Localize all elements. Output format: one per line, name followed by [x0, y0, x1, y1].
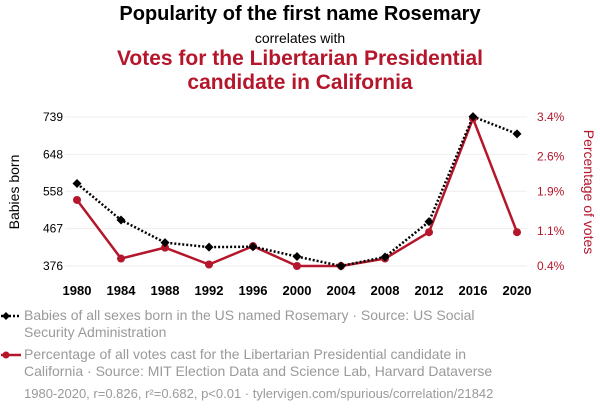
data-point-babies [380, 252, 390, 262]
data-point-babies [248, 242, 258, 252]
x-tick-label: 2012 [415, 283, 444, 298]
data-point-babies [72, 178, 82, 188]
legend-marker-babies [1, 312, 21, 320]
x-tick-label: 2004 [327, 283, 357, 298]
y-tick-label-right: 1.9% [537, 185, 565, 199]
y-tick-label-right: 2.6% [537, 150, 565, 164]
data-point-babies [512, 129, 522, 139]
data-point-babies [204, 242, 214, 252]
chart-title-secondary-line1: Votes for the Libertarian Presidential [116, 47, 484, 70]
data-point-babies [336, 261, 346, 271]
y-tick-label-left: 558 [43, 184, 63, 198]
legend-text-babies: Babies of all sexes born in the US named… [24, 307, 514, 341]
x-tick-label: 1996 [239, 283, 268, 298]
chart-title-secondary-line2: candidate in California [187, 71, 413, 94]
legend-text-babies-line2: Security Administration [24, 324, 167, 340]
data-point-votes [293, 262, 301, 270]
legend-text-votes-line1: Percentage of all votes cast for the Lib… [24, 346, 467, 362]
data-point-votes [73, 195, 81, 204]
legend-text-babies-line1: Babies of all sexes born in the US named… [24, 307, 475, 323]
y-axis-ticks-left: 376 467 558 648 739 [43, 110, 63, 273]
x-tick-label: 2008 [371, 283, 400, 298]
y-tick-label-left: 648 [43, 147, 63, 161]
grid-lines [65, 116, 527, 267]
legend-text-votes-line2: California · Source: MIT Election Data a… [24, 363, 493, 379]
data-point-votes [117, 254, 125, 263]
y-axis-ticks-right: 0.4% 1.1% 1.9% 2.6% 3.4% [537, 110, 565, 273]
data-point-babies [468, 112, 478, 122]
line-chart: 376 467 558 648 739 0.4% 1.1% 1.9% 2.6% 3.4% 198… [43, 110, 565, 298]
y-tick-label-left: 467 [43, 222, 63, 236]
data-point-babies [424, 217, 434, 227]
data-point-votes [205, 260, 213, 269]
footer-stats: 1980-2020, r=0.826, r²=0.682, p<0.01 · t… [24, 386, 494, 401]
legend-marker-votes [1, 351, 21, 359]
x-tick-label: 1984 [107, 283, 137, 298]
data-point-votes [161, 243, 169, 252]
y-tick-label-left: 739 [43, 110, 63, 124]
chart-title: Popularity of the first name Rosemary [119, 3, 481, 25]
series-line-babies [76, 114, 518, 268]
chart-subtitle: correlates with [254, 30, 346, 46]
y-tick-label-left: 376 [43, 259, 63, 273]
x-tick-label: 1988 [151, 283, 180, 298]
data-point-votes [425, 228, 433, 237]
series-markers [72, 112, 522, 271]
x-tick-label: 2016 [459, 283, 488, 298]
y-tick-label-right: 3.4% [537, 110, 565, 124]
y-tick-label-right: 1.1% [537, 224, 565, 238]
data-point-babies [116, 215, 126, 225]
x-tick-label: 2020 [503, 283, 532, 298]
x-tick-label: 1992 [195, 283, 224, 298]
y-tick-label-right: 0.4% [537, 259, 565, 273]
data-point-babies [292, 252, 302, 262]
x-tick-label: 1980 [63, 283, 92, 298]
series-line-votes [76, 117, 519, 268]
x-axis-ticks: 1980 1984 1988 1992 1996 2000 2004 2008 2012 2016… [63, 283, 532, 298]
legend-text-votes: Percentage of all votes cast for the Lib… [24, 346, 514, 380]
data-point-babies [160, 238, 170, 248]
x-tick-label: 2000 [283, 283, 312, 298]
data-point-votes [513, 228, 521, 237]
chart-title-secondary: Votes for the Libertarian Presidential c… [0, 47, 600, 95]
